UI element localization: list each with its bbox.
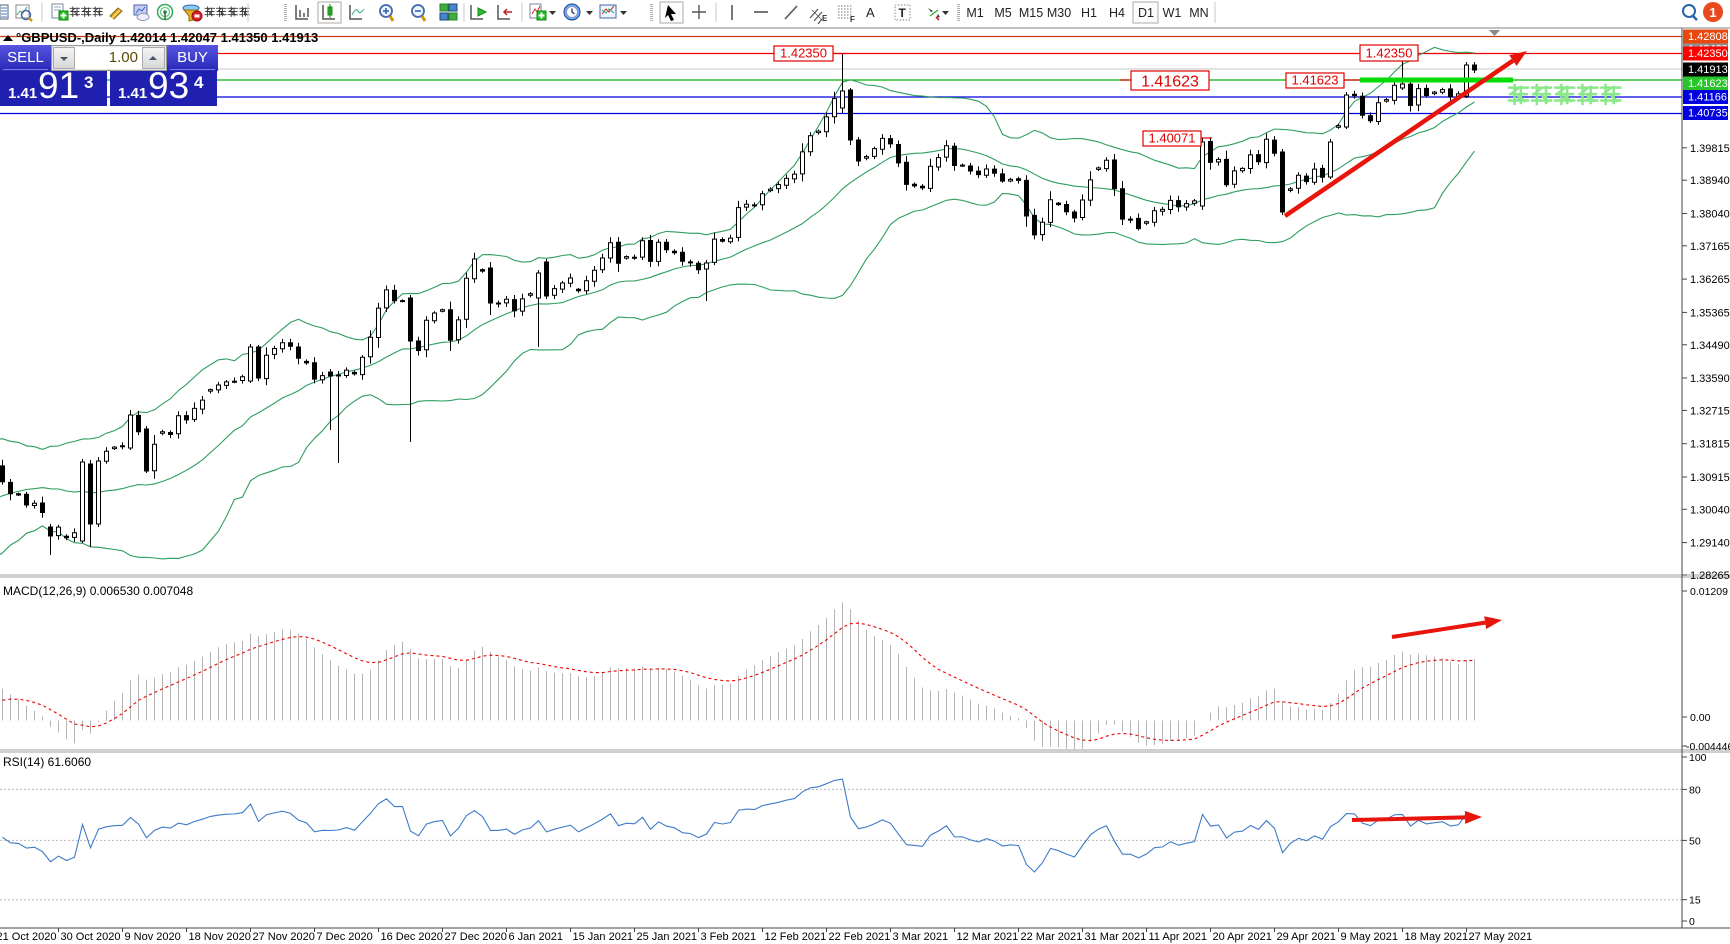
svg-text:1.41166: 1.41166 — [1688, 92, 1727, 104]
svg-text:7 Dec 2020: 7 Dec 2020 — [317, 931, 373, 943]
svg-text:1.29140: 1.29140 — [1690, 538, 1730, 550]
svg-text:1.39815: 1.39815 — [1690, 143, 1730, 155]
svg-text:18 Nov 2020: 18 Nov 2020 — [189, 931, 251, 943]
svg-text:1.30040: 1.30040 — [1690, 504, 1730, 516]
svg-text:H1: H1 — [1081, 6, 1097, 20]
svg-text:1.40071: 1.40071 — [1149, 131, 1196, 146]
svg-text:1.33590: 1.33590 — [1690, 373, 1730, 385]
svg-text:9 May 2021: 9 May 2021 — [1341, 931, 1398, 943]
svg-text:1.31815: 1.31815 — [1690, 439, 1730, 451]
svg-text:1.41623: 1.41623 — [1292, 73, 1339, 88]
svg-text:1.36265: 1.36265 — [1690, 274, 1730, 286]
svg-text:29 Apr 2021: 29 Apr 2021 — [1277, 931, 1336, 943]
svg-text:20 Apr 2021: 20 Apr 2021 — [1213, 931, 1272, 943]
svg-text:3 Mar 2021: 3 Mar 2021 — [893, 931, 949, 943]
svg-text:0.00: 0.00 — [1690, 712, 1711, 724]
svg-text:MN: MN — [1189, 6, 1208, 20]
svg-text:1.32715: 1.32715 — [1690, 405, 1730, 417]
svg-text:D1: D1 — [1138, 6, 1154, 20]
svg-text:11 Apr 2021: 11 Apr 2021 — [1149, 931, 1208, 943]
svg-text:22 Mar 2021: 22 Mar 2021 — [1021, 931, 1083, 943]
svg-text:-0.004446: -0.004446 — [1686, 741, 1730, 753]
svg-text:E: E — [822, 14, 828, 23]
svg-text:1.38940: 1.38940 — [1690, 175, 1730, 187]
svg-text:12 Feb 2021: 12 Feb 2021 — [765, 931, 827, 943]
svg-text:31 Mar 2021: 31 Mar 2021 — [1085, 931, 1147, 943]
svg-text:50: 50 — [1689, 835, 1701, 847]
svg-text:100: 100 — [1689, 752, 1707, 764]
svg-text:6 Jan 2021: 6 Jan 2021 — [509, 931, 563, 943]
svg-text:30 Oct 2020: 30 Oct 2020 — [61, 931, 121, 943]
svg-text:1.41623: 1.41623 — [1141, 74, 1199, 91]
svg-text:15: 15 — [1689, 895, 1701, 907]
svg-text:1.42350: 1.42350 — [1688, 48, 1728, 60]
svg-text:1.37165: 1.37165 — [1690, 241, 1730, 253]
svg-text:27 May 2021: 27 May 2021 — [1469, 931, 1533, 943]
svg-text:1.30915: 1.30915 — [1690, 472, 1730, 484]
svg-text:F: F — [850, 15, 855, 24]
svg-text:1.38040: 1.38040 — [1690, 209, 1730, 221]
svg-text:3 Feb 2021: 3 Feb 2021 — [701, 931, 757, 943]
svg-text:1: 1 — [1709, 5, 1716, 20]
svg-text:1.35365: 1.35365 — [1690, 307, 1730, 319]
svg-text:18 May 2021: 18 May 2021 — [1405, 931, 1469, 943]
svg-text:T: T — [899, 6, 907, 20]
svg-text:15 Jan 2021: 15 Jan 2021 — [573, 931, 634, 943]
svg-text:MACD(12,26,9) 0.006530 0.00704: MACD(12,26,9) 0.006530 0.007048 — [3, 584, 193, 598]
svg-text:21 Oct 2020: 21 Oct 2020 — [0, 931, 56, 943]
svg-text:M15: M15 — [1019, 6, 1043, 20]
svg-text:A: A — [866, 5, 875, 20]
svg-text:27 Nov 2020: 27 Nov 2020 — [253, 931, 315, 943]
svg-text:1.28265: 1.28265 — [1690, 570, 1730, 582]
svg-text:1.41913: 1.41913 — [1688, 64, 1728, 76]
svg-text:27 Dec 2020: 27 Dec 2020 — [445, 931, 507, 943]
svg-text:16 Dec 2020: 16 Dec 2020 — [381, 931, 443, 943]
svg-text:H4: H4 — [1109, 6, 1125, 20]
svg-text:M30: M30 — [1047, 6, 1071, 20]
svg-text:1.42350: 1.42350 — [1366, 46, 1413, 61]
svg-text:M5: M5 — [994, 6, 1011, 20]
svg-text:80: 80 — [1689, 784, 1701, 796]
svg-text:1.41623: 1.41623 — [1688, 78, 1728, 90]
svg-text:1.42350: 1.42350 — [780, 46, 827, 61]
svg-text:°GBPUSD-,Daily 1.42014 1.4204: °GBPUSD-,Daily 1.42014 1.42047 1.41350 1… — [16, 30, 318, 45]
svg-text:RSI(14) 61.6060: RSI(14) 61.6060 — [3, 755, 91, 769]
svg-text:0.01209: 0.01209 — [1690, 586, 1728, 598]
svg-text:1.42808: 1.42808 — [1688, 31, 1728, 43]
svg-text:25 Jan 2021: 25 Jan 2021 — [637, 931, 698, 943]
svg-text:22 Feb 2021: 22 Feb 2021 — [829, 931, 891, 943]
svg-text:0: 0 — [1689, 916, 1695, 928]
svg-text:12 Mar 2021: 12 Mar 2021 — [957, 931, 1019, 943]
svg-text:9 Nov 2020: 9 Nov 2020 — [125, 931, 181, 943]
svg-text:W1: W1 — [1163, 6, 1182, 20]
svg-text:M1: M1 — [966, 6, 983, 20]
svg-text:1.34490: 1.34490 — [1690, 340, 1730, 352]
svg-text:1.40735: 1.40735 — [1688, 108, 1728, 120]
